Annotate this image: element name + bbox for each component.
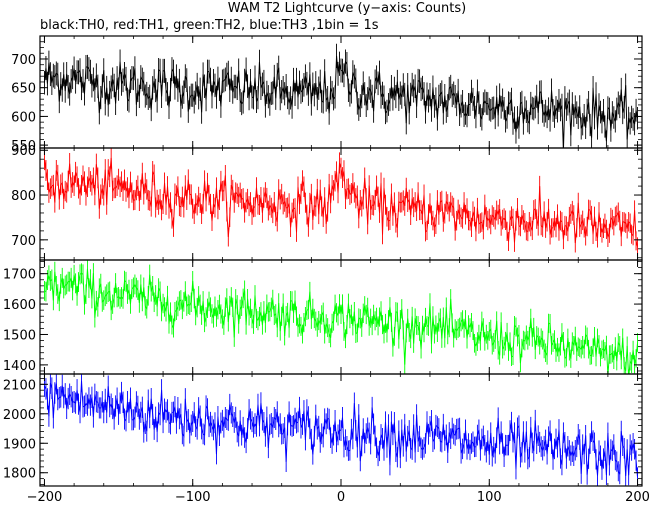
series-th1-errorbars [44, 148, 638, 257]
panel-th2: 1400 1500 1600 1700 [3, 259, 643, 375]
panel-th1: 700 800 900 [11, 144, 643, 261]
y-tick-label: 700 [11, 234, 36, 249]
series-th1-line [43, 157, 639, 247]
y-tick-label: 1900 [3, 437, 36, 452]
y-tick-label: 1700 [3, 268, 36, 283]
panel-th3: 1800 1900 2000 2100 [3, 373, 643, 487]
y-tick-label: 1500 [3, 328, 36, 343]
x-tick-label: −200 [27, 490, 63, 505]
y-tick-label: 650 [11, 82, 36, 97]
x-axis-labels: −200 −100 0 100 200 [27, 490, 650, 505]
series-th3-line [44, 380, 639, 478]
y-tick-label: 800 [11, 189, 36, 204]
series-th2-line [44, 268, 639, 374]
x-tick-label: 0 [337, 490, 345, 505]
x-tick-label: 100 [477, 490, 502, 505]
x-tick-label: −100 [175, 490, 211, 505]
y-tick-label: 900 [11, 144, 36, 159]
y-tick-label: 2100 [3, 378, 36, 393]
y-tick-label: 700 [11, 53, 36, 68]
y-tick-label: 1800 [3, 467, 36, 482]
panel-th0: 550 600 650 700 [11, 35, 643, 154]
chart-title: WAM T2 Lightcurve (y−axis: Counts) [228, 1, 466, 16]
x-tick-label: 200 [625, 490, 650, 505]
y-tick-label: 600 [11, 110, 36, 125]
y-tick-label: 550 [11, 139, 36, 154]
y-tick-label: 1400 [3, 359, 36, 374]
chart-subtitle: black:TH0, red:TH1, green:TH2, blue:TH3 … [40, 18, 379, 33]
y-tick-label: 1600 [3, 298, 36, 313]
chart-panels: 550 600 650 700 700 800 900 1400 1500 1600 1700 180… [3, 35, 650, 505]
series-th0-line [43, 55, 639, 148]
y-tick-label: 2000 [3, 408, 36, 423]
